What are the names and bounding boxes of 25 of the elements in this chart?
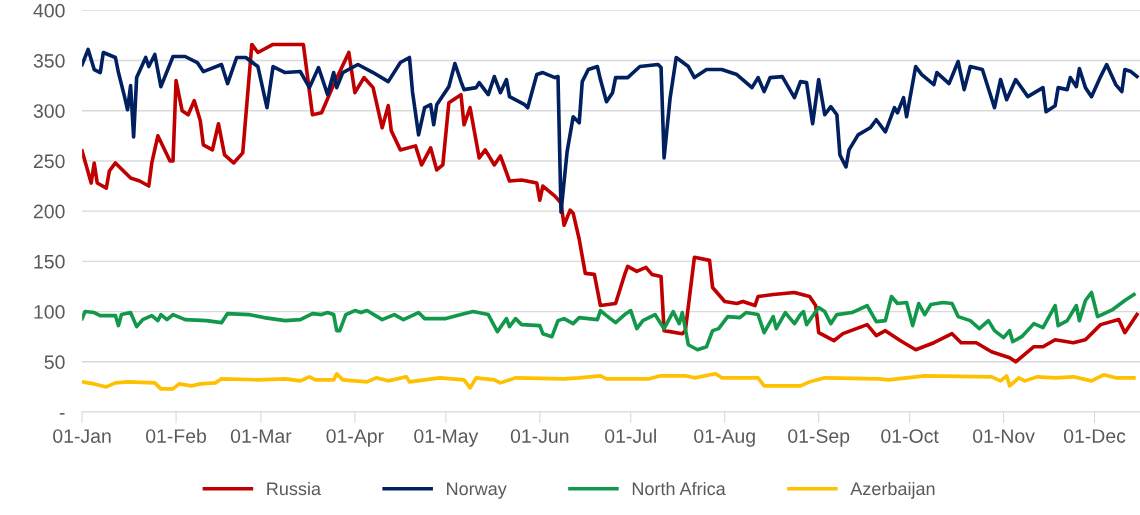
legend-label: Azerbaijan [850,481,935,499]
y-tick-label: 50 [44,355,65,370]
x-tick-label: 01-Mar [230,429,292,443]
x-tick-label: 01-Jun [510,429,569,443]
y-tick-label: 150 [34,254,65,269]
y-tick-label: 350 [33,53,65,68]
legend-label: Russia [267,481,321,496]
x-tick-label: 01-Oct [881,429,939,443]
legend-label: North Africa [632,481,726,496]
x-tick-label: 01-Nov [973,429,1035,443]
x-tick-label: 01-Jan [53,429,111,443]
x-tick-label: 01-Sep [788,429,850,447]
x-tick-label: 01-Aug [694,429,755,447]
y-tick-label: 100 [34,305,65,319]
x-tick-label: 01-Apr [326,429,384,447]
x-tick-label: 01-Feb [146,428,207,443]
y-tick-label: 250 [33,154,65,169]
x-tick-label: 01-Dec [1063,429,1126,443]
x-tick-label: 01-Jul [605,428,656,443]
y-tick-label: 200 [33,204,65,219]
x-tick-label: 01-May [414,429,479,447]
y-tick-label: - [59,413,65,415]
y-tick-label: 400 [33,3,65,18]
y-tick-label: 300 [33,104,65,118]
legend-label: Norway [447,482,507,499]
